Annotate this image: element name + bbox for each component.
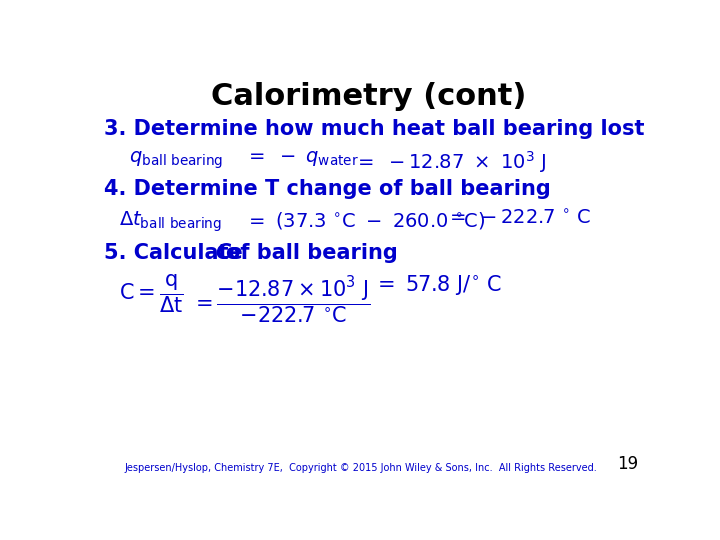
Text: Calorimetry (cont): Calorimetry (cont) (211, 82, 527, 111)
Text: C: C (215, 244, 231, 264)
Text: Jespersen/Hyslop, Chemistry 7E,  Copyright © 2015 John Wiley & Sons, Inc.  All R: Jespersen/Hyslop, Chemistry 7E, Copyrigh… (125, 463, 598, 473)
Text: 4. Determine T change of ball bearing: 4. Determine T change of ball bearing (104, 179, 551, 199)
Text: $=\ -12.87\ \times\ 10^3\ \mathsf{J}$: $=\ -12.87\ \times\ 10^3\ \mathsf{J}$ (354, 150, 546, 176)
Text: $=\ -\ q_{\mathsf{water}}$: $=\ -\ q_{\mathsf{water}}$ (245, 150, 359, 168)
Text: $=\ 57.8\ \mathsf{J/{}^{\circ}}\ \mathsf{C}$: $=\ 57.8\ \mathsf{J/{}^{\circ}}\ \mathsf… (373, 273, 502, 296)
Text: $= \dfrac{-12.87\times10^{3}\ \mathsf{J}}{-222.7\ \mathsf{{}^{\circ}C}}$: $= \dfrac{-12.87\times10^{3}\ \mathsf{J}… (191, 274, 370, 326)
Text: $\Delta t_{\mathsf{ball\ bearing}}$: $\Delta t_{\mathsf{ball\ bearing}}$ (120, 210, 222, 234)
Text: 5. Calculate: 5. Calculate (104, 244, 250, 264)
Text: $=\ -222.7\ \mathsf{{}^{\circ}}\ \mathsf{C}$: $=\ -222.7\ \mathsf{{}^{\circ}}\ \mathsf… (446, 210, 592, 229)
Text: of ball bearing: of ball bearing (225, 244, 397, 264)
Text: $=\ (37.3\ \mathsf{{}^{\circ}C}\ -\ 260.0\ \mathsf{{}^{\circ}C})$: $=\ (37.3\ \mathsf{{}^{\circ}C}\ -\ 260.… (245, 210, 485, 231)
Text: 3. Determine how much heat ball bearing lost: 3. Determine how much heat ball bearing … (104, 119, 644, 139)
Text: 19: 19 (618, 455, 639, 473)
Text: $\mathsf{C} = \dfrac{\mathsf{q}}{\Delta\mathsf{t}}$: $\mathsf{C} = \dfrac{\mathsf{q}}{\Delta\… (120, 273, 184, 315)
Text: $q_{\mathsf{ball\ bearing}}$: $q_{\mathsf{ball\ bearing}}$ (129, 150, 223, 171)
